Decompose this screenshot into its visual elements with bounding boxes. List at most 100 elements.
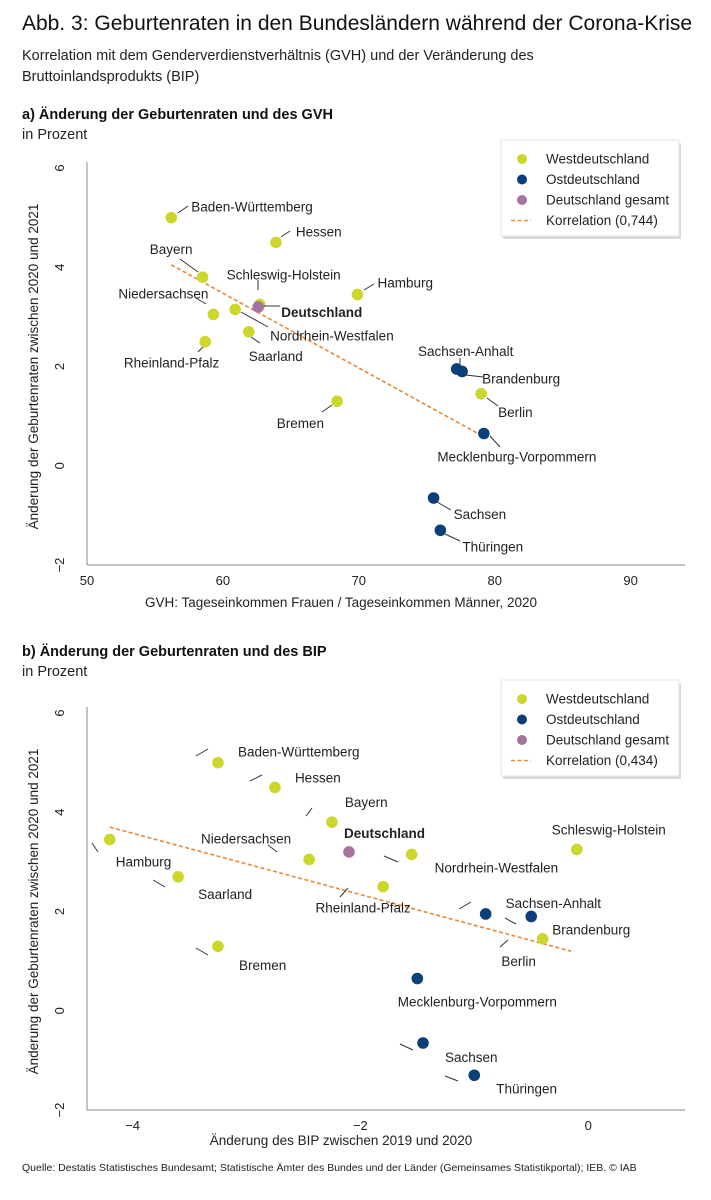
point-mecklenburg-vorpommern [411,972,424,985]
leader-line [195,297,207,305]
leader-line [339,887,349,898]
point-baden-wuerttemberg [212,756,224,769]
point-baden-wuerttemberg [165,211,178,224]
figure-subtitle: Korrelation mit dem Genderverdienstverhä… [22,48,534,85]
label-sachsen: Sachsen [445,1050,498,1065]
leader-line [267,844,278,853]
y-tick-label: −2 [52,558,67,573]
label-deutschland: Deutschland [344,826,425,841]
point-rheinland-pfalz [199,335,212,348]
chart-a-gvh: 50 60 70 80 90 −2 0 2 4 6 GVH: Tageseinkommen Frau… [26,139,685,610]
correlation-line [109,826,572,952]
legend-label-ost: Ostdeutschland [546,712,640,727]
point-deutschland [252,301,265,313]
point-schleswig-holstein [570,843,583,856]
label-saarland: Saarland [249,349,303,364]
y-tick-label: 0 [52,1007,67,1014]
point-nordrhein-westfalen [405,848,418,861]
leader-line [399,1043,414,1051]
y-tick-label: 4 [52,264,67,271]
leader-line [177,205,189,214]
legend-swatch-ost [517,174,527,185]
leader-line [436,501,452,511]
x-axis-label: Änderung des BIP zwischen 2019 und 2020 [210,1133,472,1148]
x-tick-label: −2 [353,1118,368,1133]
label-baden-wuerttemberg: Baden-Württemberg [191,200,313,215]
legend-label-west: Westdeutschland [546,152,649,167]
point-hessen [269,781,281,794]
label-sachsen-anhalt: Sachsen-Anhalt [418,344,514,359]
correlation-line [170,264,483,437]
leader-line [458,901,472,910]
point-bremen [331,395,343,408]
point-niedersachsen [303,853,315,866]
leader-line [383,855,399,863]
leader-line [489,435,501,448]
legend-label-ost: Ostdeutschland [546,172,640,187]
leader-line [280,230,291,238]
y-tick-label: 2 [52,363,67,370]
label-berlin: Berlin [498,405,533,420]
leader-line [249,774,263,782]
point-bremen [212,940,224,953]
label-bremen: Bremen [277,416,324,431]
figure-title: Abb. 3: Geburtenraten in den Bundeslände… [22,12,693,35]
point-sachsen [417,1037,429,1049]
point-hamburg [103,833,116,846]
label-hamburg: Hamburg [116,855,172,870]
panel-a-unit: in Prozent [22,127,88,143]
y-axis-label: Änderung der Geburtenraten zwischen 2020… [26,204,41,530]
point-brandenburg [456,365,468,378]
label-schleswig-holstein: Schleswig-Holstein [552,822,666,837]
label-baden-wuerttemberg: Baden-Württemberg [238,745,360,760]
label-thueringen: Thüringen [462,539,523,554]
label-saarland: Saarland [198,887,252,902]
x-tick-label: −4 [125,1118,140,1133]
label-hessen: Hessen [295,770,341,785]
leader-line [444,533,461,542]
point-saarland [242,325,255,338]
panel-a-title: a) Änderung der Geburtenraten und des GV… [22,107,333,123]
label-sachsen: Sachsen [454,507,507,522]
legend-label-korrelation: Korrelation (0,744) [546,213,658,228]
leader-line [195,748,209,757]
point-nordrhein-westfalen [229,303,241,316]
legend-swatch-west [517,154,527,164]
label-rheinland-pfalz: Rheinland-Pfalz [315,901,411,916]
leader-line [250,336,261,344]
point-sachsen [427,492,440,504]
source-note: Quelle: Destatis Statistisches Bundesamt… [22,1162,637,1174]
y-tick-label: 4 [52,809,67,816]
panel-b-title: b) Änderung der Geburtenraten und des BI… [22,644,327,660]
leader-line [240,311,269,328]
x-tick-label: 80 [487,573,501,588]
leader-line [499,939,509,948]
point-hamburg [351,288,364,301]
x-tick-label: 50 [80,573,94,588]
leader-line [91,842,99,853]
point-deutschland [343,846,355,858]
legend-label-gesamt: Deutschland gesamt [546,733,669,748]
label-niedersachsen: Niedersachsen [201,831,291,846]
point-sachsen-anhalt [479,908,492,920]
label-thueringen: Thüringen [496,1081,557,1096]
leader-line [152,879,166,888]
label-mecklenburg-vorpommern: Mecklenburg-Vorpommern [437,449,596,464]
x-tick-label: 70 [352,573,366,588]
point-saarland [172,870,184,883]
label-sachsen-anhalt: Sachsen-Anhalt [506,896,602,911]
legend-swatch-west [517,694,527,704]
y-tick-label: 2 [52,908,67,915]
x-tick-label: 0 [585,1118,592,1133]
legend-label-gesamt: Deutschland gesamt [546,193,669,208]
label-nordrhein-westfalen: Nordrhein-Westfalen [270,328,394,343]
leader-line [321,404,333,413]
label-nordrhein-westfalen: Nordrhein-Westfalen [435,860,559,875]
y-tick-label: 0 [52,462,67,469]
leader-line [504,917,517,925]
legend-label-korrelation: Korrelation (0,434) [546,753,658,768]
legend-swatch-gesamt [517,195,527,205]
point-berlin [475,387,487,400]
label-brandenburg: Brandenburg [482,371,560,386]
